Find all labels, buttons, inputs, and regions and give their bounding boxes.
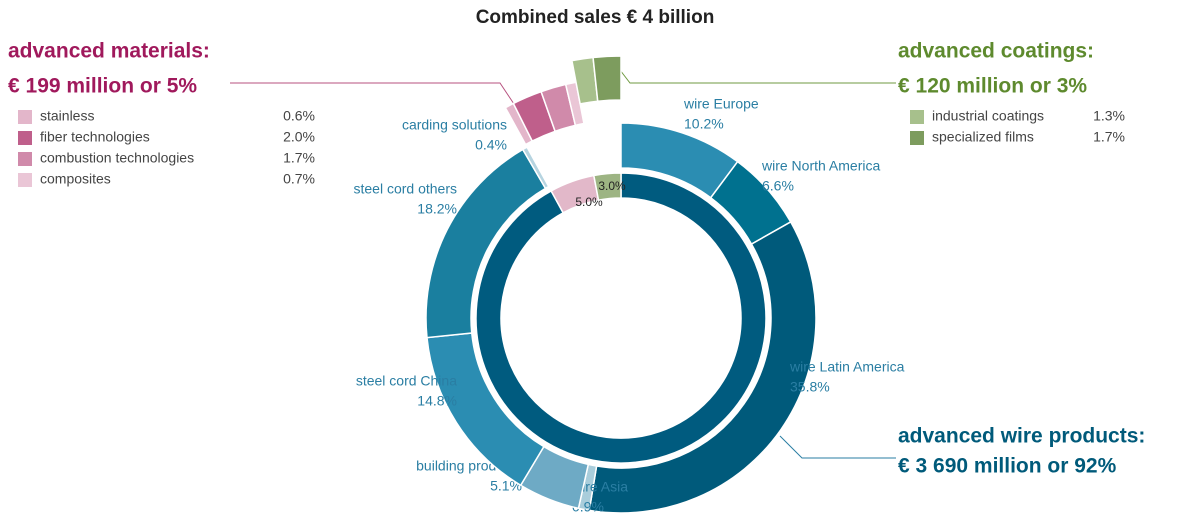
legend-label: fiber technologies xyxy=(40,129,150,145)
callout-line xyxy=(230,82,515,105)
legend-value: 1.7% xyxy=(1093,129,1125,145)
callout-subtitle: € 3 690 million or 92% xyxy=(898,455,1117,478)
segment-label: wire Europe xyxy=(683,96,759,112)
callout-subtitle: € 120 million or 3% xyxy=(898,75,1087,98)
segment-label: wire Latin America xyxy=(789,359,905,375)
callout-title: advanced materials: xyxy=(8,40,210,63)
legend-swatch xyxy=(910,110,924,124)
legend-swatch xyxy=(18,131,32,145)
segment-value: 10.2% xyxy=(684,116,724,132)
segment-value: 18.2% xyxy=(417,201,457,217)
legend-label: composites xyxy=(40,171,111,187)
segment-value: 35.8% xyxy=(790,379,830,395)
outer-segment xyxy=(564,81,585,127)
segment-label: steel cord China xyxy=(356,373,457,389)
legend-value: 0.6% xyxy=(283,108,315,124)
outer-segment xyxy=(521,146,550,190)
segment-value: 14.8% xyxy=(417,393,457,409)
callout-line xyxy=(619,69,896,84)
legend-value: 1.3% xyxy=(1093,108,1125,124)
segment-label: wire North America xyxy=(761,158,880,174)
outer-segment xyxy=(588,220,817,513)
callout-title: advanced wire products: xyxy=(898,425,1145,448)
legend-swatch xyxy=(18,173,32,187)
legend-swatch xyxy=(18,110,32,124)
legend-label: industrial coatings xyxy=(932,108,1044,124)
legend-value: 1.7% xyxy=(283,150,315,166)
inner-label: 3.0% xyxy=(598,179,626,193)
legend-label: combustion technologies xyxy=(40,150,194,166)
segment-label: wire Asia xyxy=(571,479,628,495)
legend-value: 2.0% xyxy=(283,129,315,145)
callout-title: advanced coatings: xyxy=(898,40,1094,63)
legend-swatch xyxy=(910,131,924,145)
legend-value: 0.7% xyxy=(283,171,315,187)
inner-label: 92% xyxy=(706,320,730,334)
callout-line xyxy=(779,435,896,459)
legend-swatch xyxy=(18,152,32,166)
legend-label: stainless xyxy=(40,108,94,124)
chart-title: Combined sales € 4 billion xyxy=(476,7,715,28)
inner-label: 5.0% xyxy=(575,195,603,209)
segment-value: 6.6% xyxy=(762,178,794,194)
outer-segment xyxy=(592,55,622,103)
segment-label: carding solutions xyxy=(402,117,507,133)
inner-segment xyxy=(592,172,622,202)
segment-label: steel cord others xyxy=(354,181,458,197)
segment-value: 0.4% xyxy=(475,137,507,153)
legend-label: specialized films xyxy=(932,129,1034,145)
callout-subtitle: € 199 million or 5% xyxy=(8,75,197,98)
inner-segment xyxy=(475,172,767,464)
